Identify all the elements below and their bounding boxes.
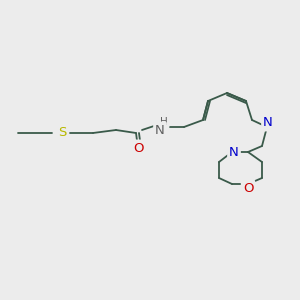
Text: H: H (160, 117, 168, 127)
Text: O: O (134, 142, 144, 154)
Text: N: N (263, 116, 273, 130)
Text: N: N (229, 146, 239, 158)
Text: N: N (155, 124, 165, 136)
Text: O: O (243, 182, 253, 194)
Text: S: S (58, 127, 66, 140)
